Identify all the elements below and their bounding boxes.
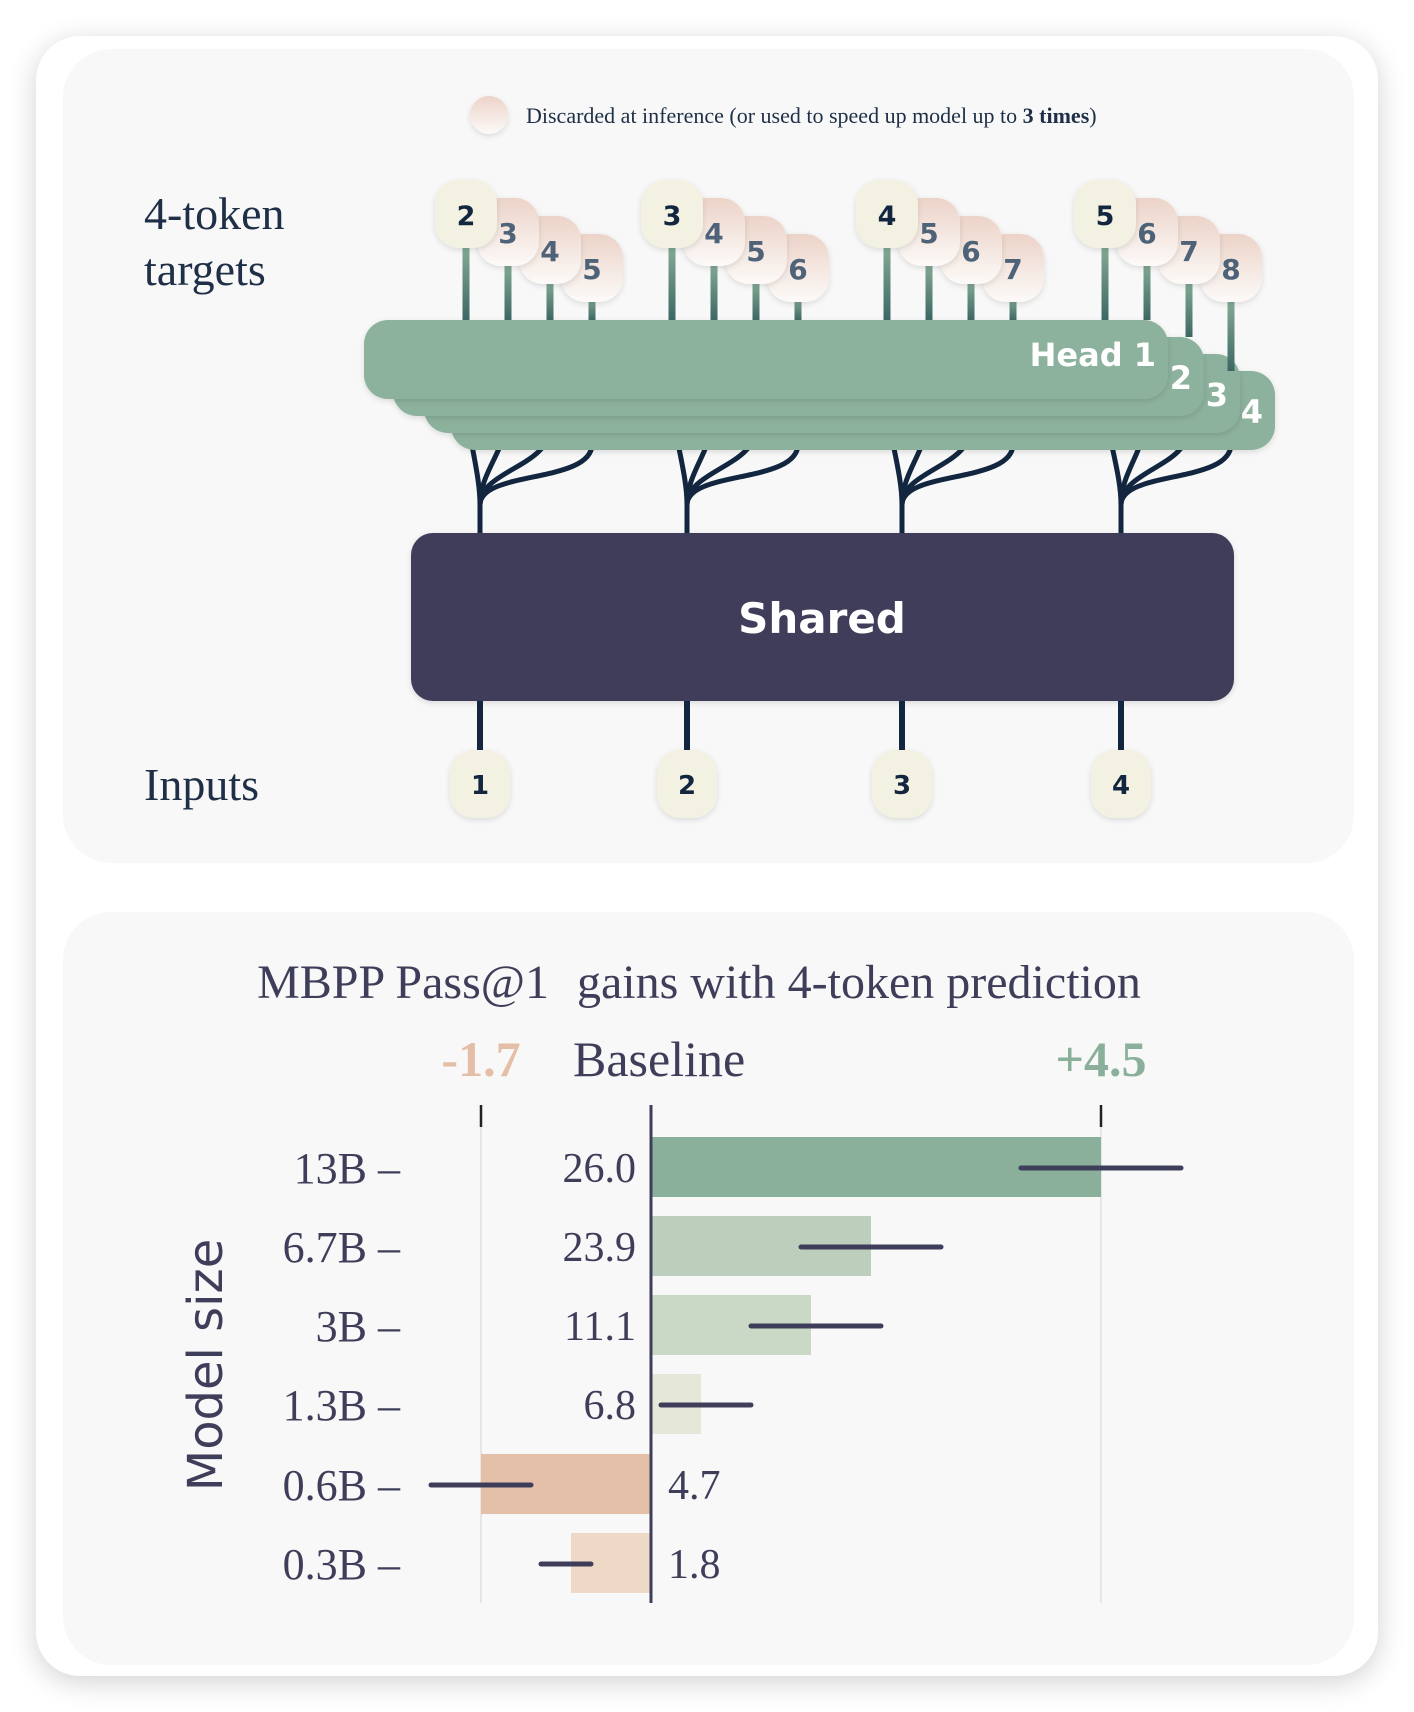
head-connector-line [684,441,801,538]
target-stem [1185,280,1193,337]
discarded-token-label: 4 [540,235,559,268]
discarded-token-label: 3 [498,217,517,250]
input-connector-line [1118,701,1124,751]
discarded-token-label: 6 [961,235,980,268]
head-4-label: 4 [1241,393,1263,431]
target-stem [752,280,760,320]
legend-text: Discarded at inference (or used to speed… [526,103,1097,128]
targets-label-line2: targets [144,244,266,295]
target-token-bubble [435,180,497,248]
discarded-token-label: 5 [582,253,601,286]
input-token-bubble [450,750,510,818]
head-3-label: 3 [1206,376,1228,414]
target-stem [925,262,933,320]
discarded-token-label: 7 [1179,235,1198,268]
chart-panel [63,912,1354,1665]
shared-trunk-block [411,533,1234,701]
target-stem [883,244,891,320]
head-connector-line [899,441,1016,538]
discarded-token-label: 8 [1221,253,1240,286]
target-token-bubble [1074,180,1136,248]
input-token-label: 1 [471,771,489,801]
inputs-label: Inputs [144,759,259,810]
target-stem [504,262,512,320]
input-token-bubble [657,750,717,818]
discarded-legend-icon [470,96,508,134]
target-stem [588,298,596,320]
target-token-bubble [641,180,703,248]
architecture-panel [63,49,1354,863]
input-connector-line [684,701,690,751]
input-token-label: 2 [678,771,696,801]
discarded-token-label: 4 [704,217,723,250]
targets-label-line1: 4-token [144,188,285,239]
target-stem [794,298,802,320]
discarded-token-label: 6 [788,253,807,286]
target-token-label: 2 [457,201,476,232]
input-token-label: 3 [893,771,911,801]
target-stem [1101,244,1109,320]
head-connector-line [1118,441,1234,538]
target-stem [1143,262,1151,320]
target-token-bubble [856,180,918,248]
input-token-bubble [872,750,932,818]
shared-label: Shared [738,594,906,643]
target-stem [546,280,554,320]
head-connector-line [477,441,595,538]
target-token-label: 5 [1096,201,1115,232]
target-stem [967,280,975,320]
discarded-token-label: 7 [1003,253,1022,286]
input-token-label: 4 [1112,771,1130,801]
head-2-label: 2 [1170,359,1192,397]
input-connector-line [899,701,905,751]
target-stem [1227,298,1235,371]
target-token-label: 3 [663,201,682,232]
head-1-label: Head 1 [1030,336,1156,374]
discarded-token-label: 5 [746,235,765,268]
input-token-bubble [1091,750,1151,818]
target-stem [668,244,676,320]
discarded-token-label: 6 [1137,217,1156,250]
input-connector-line [477,701,483,751]
target-stem [710,262,718,320]
target-stem [1009,298,1017,320]
target-token-label: 4 [878,201,897,232]
discarded-token-label: 5 [919,217,938,250]
target-stem [462,244,470,320]
head-1-block [364,320,1168,399]
